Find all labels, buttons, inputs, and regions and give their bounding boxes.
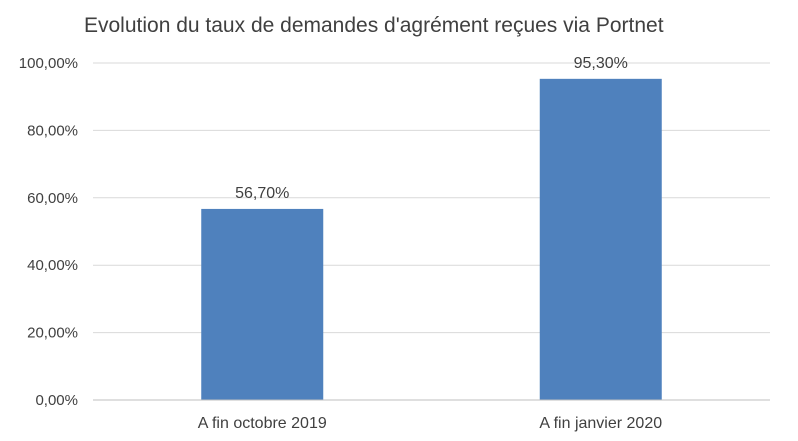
y-tick-label: 60,00% xyxy=(27,190,78,207)
y-tick-label: 20,00% xyxy=(27,325,78,342)
x-category-label: A fin janvier 2020 xyxy=(539,415,662,432)
bar xyxy=(201,208,324,400)
data-label: 56,70% xyxy=(235,185,289,202)
chart-title: Evolution du taux de demandes d'agrément… xyxy=(84,14,664,37)
y-tick-label: 80,00% xyxy=(27,122,78,139)
bar xyxy=(539,78,662,401)
data-label: 95,30% xyxy=(574,55,628,72)
y-tick-label: 100,00% xyxy=(19,55,78,72)
y-tick-label: 0,00% xyxy=(35,392,78,409)
y-tick-label: 40,00% xyxy=(27,257,78,274)
x-category-label: A fin octobre 2019 xyxy=(198,415,327,432)
